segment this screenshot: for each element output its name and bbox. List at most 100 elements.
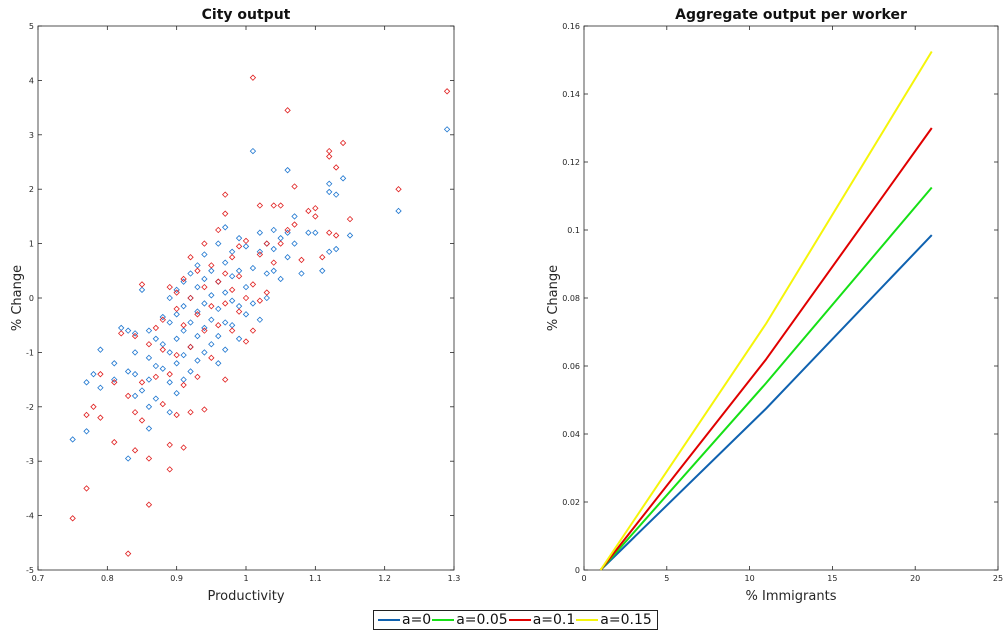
chart1-series2-point — [208, 302, 215, 310]
chart1-series2-point — [152, 324, 160, 332]
chart1-series1-point — [83, 379, 90, 386]
chart1-series2-point — [222, 300, 229, 307]
chart1-series2-point — [159, 346, 166, 353]
chart1-series2-point — [138, 417, 146, 424]
chart1-series1-point — [332, 245, 340, 253]
chart1-series1-point — [215, 332, 222, 340]
chart1-series2-point — [249, 327, 257, 334]
chart1-series1-point — [256, 248, 264, 255]
chart1-series1-point — [326, 248, 333, 255]
chart1-series2-point — [291, 183, 298, 190]
chart1-series2-point — [270, 259, 277, 266]
chart1-series2-point — [131, 332, 139, 340]
chart1-series2-point — [208, 262, 215, 269]
chart1-series2-point — [83, 411, 90, 419]
chart1-series1-point — [222, 346, 229, 353]
chart1-xtick-label: 0.9 — [170, 574, 183, 583]
chart1-series2-point — [180, 275, 187, 283]
chart1-series2-point — [166, 283, 173, 291]
chart1-series2-point — [284, 226, 291, 234]
chart1-series1-point — [194, 357, 201, 364]
chart1-series1-point — [208, 267, 215, 274]
chart1-series1-point — [208, 292, 215, 299]
chart1-series2-point — [228, 254, 236, 261]
chart1-series2-point — [83, 485, 90, 492]
chart1-series1-point — [124, 455, 132, 462]
chart1-series1-point — [173, 335, 180, 342]
legend-swatch — [432, 619, 455, 621]
chart1-series2-point — [180, 444, 187, 451]
chart1-series2-point — [249, 74, 257, 81]
chart1-series1-point — [228, 297, 236, 304]
chart1-series2-point — [284, 107, 291, 114]
chart1-series2-point — [201, 283, 208, 291]
chart1-ytick-label: 5 — [29, 22, 34, 31]
chart1-series1-point — [284, 166, 291, 174]
chart1-series2-point — [228, 327, 236, 334]
chart1-series1-point — [111, 360, 118, 367]
chart2-ytick-label: 0.14 — [562, 90, 580, 99]
chart1-series2-point — [97, 370, 104, 378]
chart1-series2-point — [138, 379, 146, 386]
chart1-series2-point — [235, 243, 243, 250]
chart1-series1-point — [194, 283, 201, 291]
chart2-ytick-label: 0.1 — [567, 226, 580, 235]
chart1-series1-point — [242, 243, 250, 250]
chart1-ytick-label: 1 — [29, 240, 34, 249]
chart1-ytick-label: 3 — [29, 131, 34, 140]
chart1-series1-point — [124, 368, 132, 375]
chart1-series1-point — [291, 213, 298, 220]
legend-label: a=0.1 — [532, 612, 576, 628]
chart1-series2-point — [312, 213, 319, 220]
chart1-series1-point — [111, 376, 118, 383]
chart2-title: Aggregate output per worker — [675, 7, 907, 23]
chart1-ytick-label: -1 — [26, 348, 34, 357]
chart1-series2-point — [194, 373, 201, 381]
chart1-series1-point — [235, 302, 243, 310]
chart1-series1-point — [187, 270, 194, 277]
chart1-series1-point — [256, 229, 264, 236]
chart1-series2-point — [159, 316, 166, 323]
chart1-series2-point — [131, 447, 139, 454]
chart1-series2-point — [187, 294, 194, 302]
chart1-series2-point — [201, 406, 208, 413]
chart2-ytick-label: 0.06 — [562, 362, 580, 371]
chart1-series1-point — [222, 289, 229, 296]
chart1-series2-point — [222, 270, 229, 277]
chart1-series1-point — [332, 191, 340, 198]
chart1-series2-point — [201, 240, 208, 247]
chart1-series1-point — [173, 360, 180, 367]
chart1-series1-point — [124, 327, 132, 334]
figure-canvas: 0.7 0.8 0.9 1 1.1 1.2 1.3 -5 -4 -3 -2 -1 0 1 2 3 4 5 City … — [10, 7, 1003, 604]
chart1-series1-point — [97, 384, 104, 391]
chart1-series2-point — [326, 147, 333, 155]
chart1-series2-point — [242, 237, 250, 245]
chart1-series1-point — [215, 278, 222, 285]
chart1-series1-point — [180, 351, 187, 359]
chart1-series2-point — [319, 254, 326, 261]
chart1-series1-point — [312, 229, 319, 236]
chart1-series1-point — [166, 294, 173, 302]
chart1-series2-point — [145, 455, 153, 462]
chart1-xtick-label: 1.1 — [309, 574, 322, 583]
chart2-line-a=0.15 — [599, 50, 933, 571]
chart1-series2-point — [152, 373, 160, 381]
chart1-series1-point — [152, 362, 160, 370]
chart1-series2-point — [326, 229, 333, 236]
chart2-ytick-label: 0.16 — [562, 22, 580, 31]
chart1-series1-point — [201, 251, 208, 258]
chart1-series2-point — [312, 205, 319, 212]
chart2-xtick-label: 10 — [745, 574, 755, 583]
chart1-series2-point — [222, 210, 229, 217]
chart1-series1-point — [145, 327, 153, 334]
legend-swatch — [378, 619, 400, 621]
chart1-series2-point — [166, 441, 173, 449]
chart1-series2-point — [173, 305, 180, 313]
chart1-series1-point — [208, 316, 215, 323]
chart1-series1-point — [173, 311, 180, 318]
chart1-series1-point — [97, 346, 104, 353]
chart1-series2-point — [270, 202, 277, 209]
chart1-series2-point — [242, 294, 250, 302]
chart2-xtick-label: 20 — [910, 574, 920, 583]
chart1-ytick-label: -4 — [26, 512, 34, 521]
